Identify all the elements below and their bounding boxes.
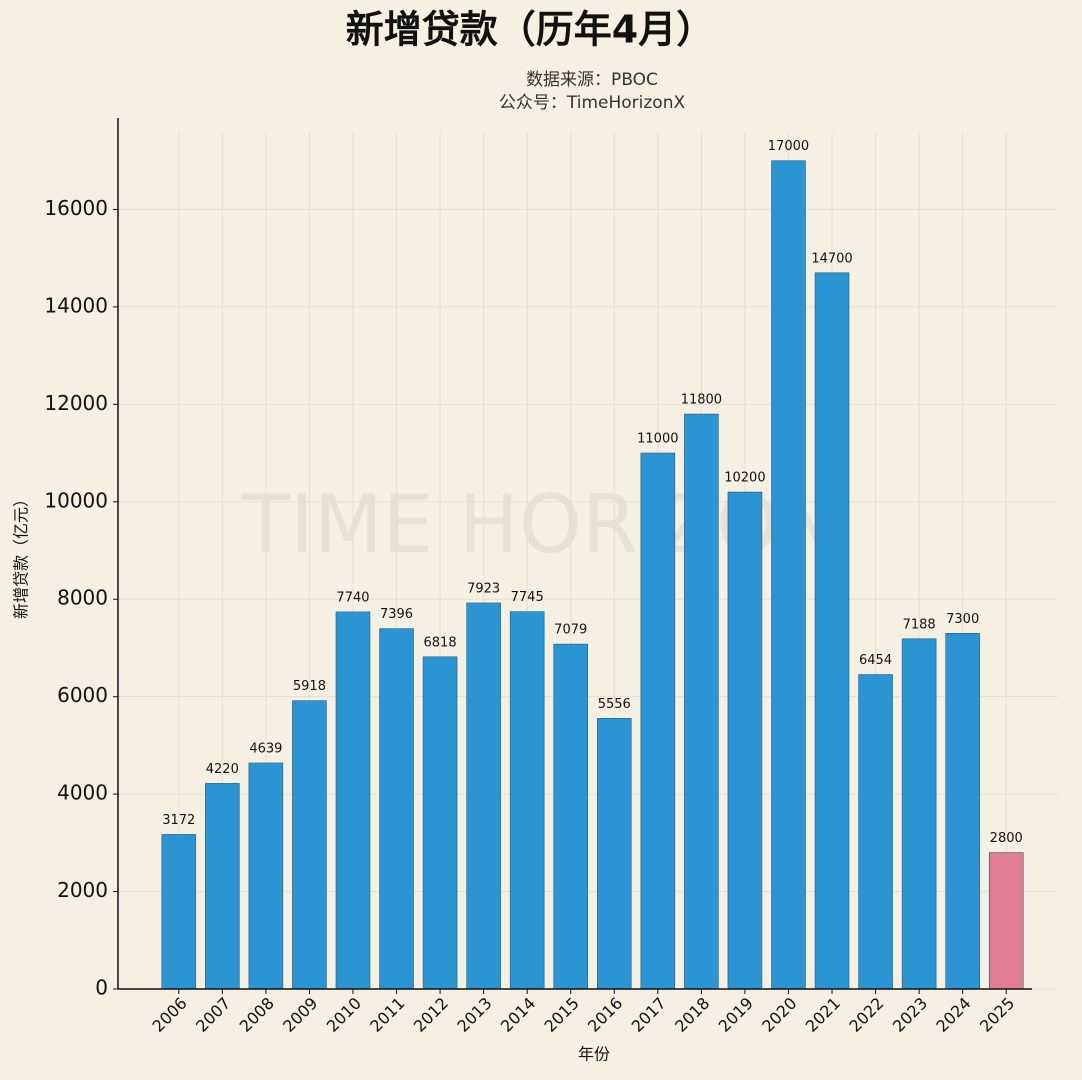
- value-label: 4220: [206, 762, 239, 777]
- y-tick-label: 16000: [44, 196, 108, 220]
- value-label: 5918: [293, 679, 326, 694]
- value-label: 2800: [990, 831, 1023, 846]
- subtitle: 数据来源：PBOC: [526, 70, 658, 90]
- bar: [596, 717, 632, 990]
- value-label: 7300: [946, 612, 979, 627]
- value-label: 5556: [598, 697, 631, 712]
- y-tick-label: 10000: [44, 488, 108, 512]
- bar: [945, 633, 980, 990]
- value-label: 14700: [811, 251, 852, 266]
- value-label: 11800: [681, 393, 722, 408]
- y-axis-label: 新增贷款（亿元）: [12, 491, 31, 619]
- subtitle: 公众号：TimeHorizonX: [499, 93, 686, 113]
- bar: [640, 452, 676, 990]
- value-label: 6454: [859, 653, 892, 668]
- y-tick-label: 14000: [44, 293, 108, 317]
- value-label: 7745: [511, 590, 544, 605]
- bar: [901, 638, 937, 990]
- bar: [684, 413, 719, 990]
- chart-title: 新增贷款（历年4月）: [346, 8, 714, 52]
- value-label: 11000: [637, 432, 678, 447]
- bar: [771, 160, 806, 990]
- value-label: 7740: [336, 590, 369, 605]
- y-tick-label: 6000: [57, 683, 108, 707]
- y-tick-label: 12000: [44, 391, 108, 415]
- bar: [814, 272, 850, 990]
- bar: [161, 834, 197, 990]
- value-label: 3172: [162, 813, 195, 828]
- bar: [727, 491, 763, 990]
- bar: [509, 611, 545, 990]
- x-axis-label: 年份: [578, 1045, 610, 1064]
- value-label: 7079: [554, 623, 587, 638]
- bar: [988, 852, 1024, 990]
- bar: [422, 656, 458, 990]
- value-label: 17000: [768, 139, 809, 154]
- bar: [858, 674, 893, 990]
- value-label: 7188: [903, 617, 936, 632]
- bar: [205, 783, 240, 990]
- value-label: 7396: [380, 607, 413, 622]
- bar: [466, 602, 501, 990]
- value-label: 10200: [724, 471, 765, 486]
- value-label: 4639: [249, 741, 282, 756]
- bar: [248, 762, 284, 990]
- bar: [379, 628, 414, 990]
- bar: [335, 611, 371, 990]
- y-tick-label: 4000: [57, 781, 108, 805]
- bar: [292, 700, 327, 990]
- value-label: 6818: [424, 635, 457, 650]
- y-tick-label: 8000: [57, 586, 108, 610]
- y-tick-label: 0: [95, 976, 108, 1000]
- value-label: 7923: [467, 581, 500, 596]
- y-tick-label: 2000: [57, 878, 108, 902]
- bar: [553, 643, 589, 990]
